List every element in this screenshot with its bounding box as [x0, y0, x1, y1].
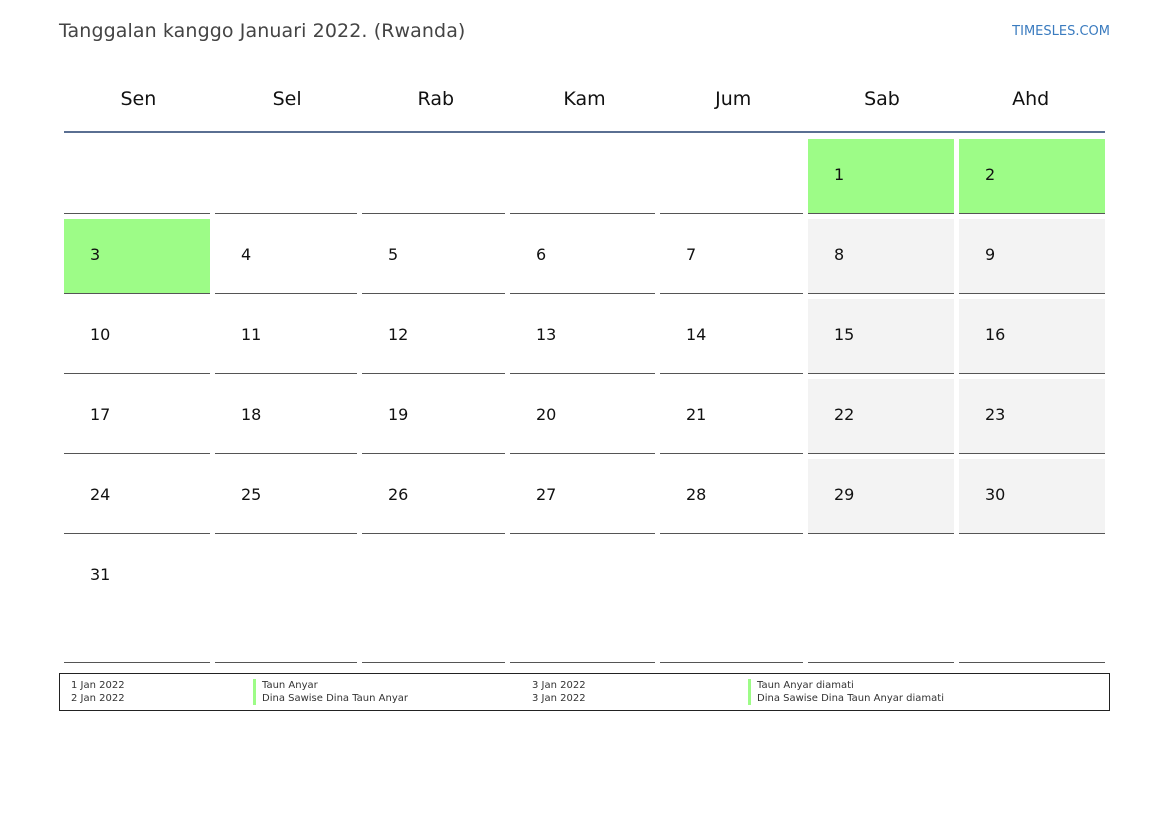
day-cell: 31 [64, 539, 210, 663]
day-cell [510, 539, 655, 663]
day-cell: 26 [362, 459, 505, 534]
day-number: 8 [834, 245, 845, 264]
day-cell [808, 539, 954, 663]
day-grid: 1 2 3 4 5 6 7 8 9 10 11 12 13 14 15 16 1… [64, 139, 1105, 663]
day-number: 25 [241, 485, 262, 504]
day-number: 28 [686, 485, 707, 504]
day-number: 2 [985, 165, 996, 184]
day-number: 3 [90, 245, 101, 264]
day-number: 11 [241, 325, 262, 344]
day-cell: 9 [959, 219, 1105, 294]
legend-holiday-name: Taun Anyar diamati [748, 679, 854, 692]
day-cell [510, 139, 655, 214]
day-cell: 12 [362, 299, 505, 374]
weekday-wed: Rab [417, 88, 455, 110]
day-cell: 23 [959, 379, 1105, 454]
day-cell: 19 [362, 379, 505, 454]
day-cell [215, 539, 357, 663]
day-cell: 7 [660, 219, 803, 294]
weekday-header-row: Sen Sel Rab Kam Jum Sab Ahd [64, 74, 1105, 133]
day-number: 12 [388, 325, 409, 344]
weekday-fri: Jum [715, 88, 752, 110]
day-cell [64, 139, 210, 214]
day-number: 6 [536, 245, 547, 264]
day-cell [362, 139, 505, 214]
day-number: 13 [536, 325, 557, 344]
day-cell: 21 [660, 379, 803, 454]
day-cell: 25 [215, 459, 357, 534]
day-number: 10 [90, 325, 111, 344]
day-number: 9 [985, 245, 996, 264]
day-number: 29 [834, 485, 855, 504]
legend-date: 3 Jan 2022 [532, 680, 586, 691]
legend-date: 3 Jan 2022 [532, 693, 586, 704]
day-number: 17 [90, 405, 111, 424]
day-cell: 24 [64, 459, 210, 534]
day-cell: 28 [660, 459, 803, 534]
weekday-tue: Sel [272, 88, 302, 110]
day-number: 4 [241, 245, 252, 264]
day-cell [959, 539, 1105, 663]
day-cell: 6 [510, 219, 655, 294]
day-number: 19 [388, 405, 409, 424]
day-cell: 13 [510, 299, 655, 374]
day-cell: 1 [808, 139, 954, 214]
day-cell: 16 [959, 299, 1105, 374]
day-number: 21 [686, 405, 707, 424]
day-number: 31 [90, 565, 111, 584]
page-title: Tanggalan kanggo Januari 2022. (Rwanda) [59, 20, 466, 42]
day-cell: 22 [808, 379, 954, 454]
day-cell [215, 139, 357, 214]
day-cell [660, 539, 803, 663]
weekday-thu: Kam [563, 88, 606, 110]
day-cell: 3 [64, 219, 210, 294]
day-cell: 27 [510, 459, 655, 534]
day-number: 1 [834, 165, 845, 184]
holiday-legend: 1 Jan 2022 Taun Anyar 2 Jan 2022 Dina Sa… [59, 673, 1110, 711]
day-number: 22 [834, 405, 855, 424]
day-cell: 20 [510, 379, 655, 454]
weekday-sat: Sab [864, 88, 900, 110]
day-cell: 14 [660, 299, 803, 374]
day-cell [362, 539, 505, 663]
day-number: 30 [985, 485, 1006, 504]
day-cell: 4 [215, 219, 357, 294]
legend-holiday-name: Dina Sawise Dina Taun Anyar [253, 692, 408, 705]
day-number: 27 [536, 485, 557, 504]
weekday-mon: Sen [120, 88, 157, 110]
legend-holiday-name: Dina Sawise Dina Taun Anyar diamati [748, 692, 944, 705]
day-number: 26 [388, 485, 409, 504]
day-number: 15 [834, 325, 855, 344]
day-number: 7 [686, 245, 697, 264]
day-number: 18 [241, 405, 262, 424]
day-number: 23 [985, 405, 1006, 424]
day-cell: 5 [362, 219, 505, 294]
day-cell: 29 [808, 459, 954, 534]
day-cell [660, 139, 803, 214]
day-cell: 15 [808, 299, 954, 374]
legend-holiday-name: Taun Anyar [253, 679, 318, 692]
day-number: 5 [388, 245, 399, 264]
brand-link[interactable]: TIMESLES.COM [1012, 24, 1110, 39]
day-number: 14 [686, 325, 707, 344]
day-cell: 30 [959, 459, 1105, 534]
legend-date: 2 Jan 2022 [71, 693, 125, 704]
day-cell: 2 [959, 139, 1105, 214]
day-number: 20 [536, 405, 557, 424]
calendar: Sen Sel Rab Kam Jum Sab Ahd 1 2 3 4 5 6 … [64, 74, 1105, 663]
day-cell: 17 [64, 379, 210, 454]
day-number: 16 [985, 325, 1006, 344]
day-cell: 11 [215, 299, 357, 374]
weekday-sun: Ahd [1012, 88, 1050, 110]
legend-date: 1 Jan 2022 [71, 680, 125, 691]
day-cell: 8 [808, 219, 954, 294]
day-cell: 18 [215, 379, 357, 454]
day-number: 24 [90, 485, 111, 504]
day-cell: 10 [64, 299, 210, 374]
